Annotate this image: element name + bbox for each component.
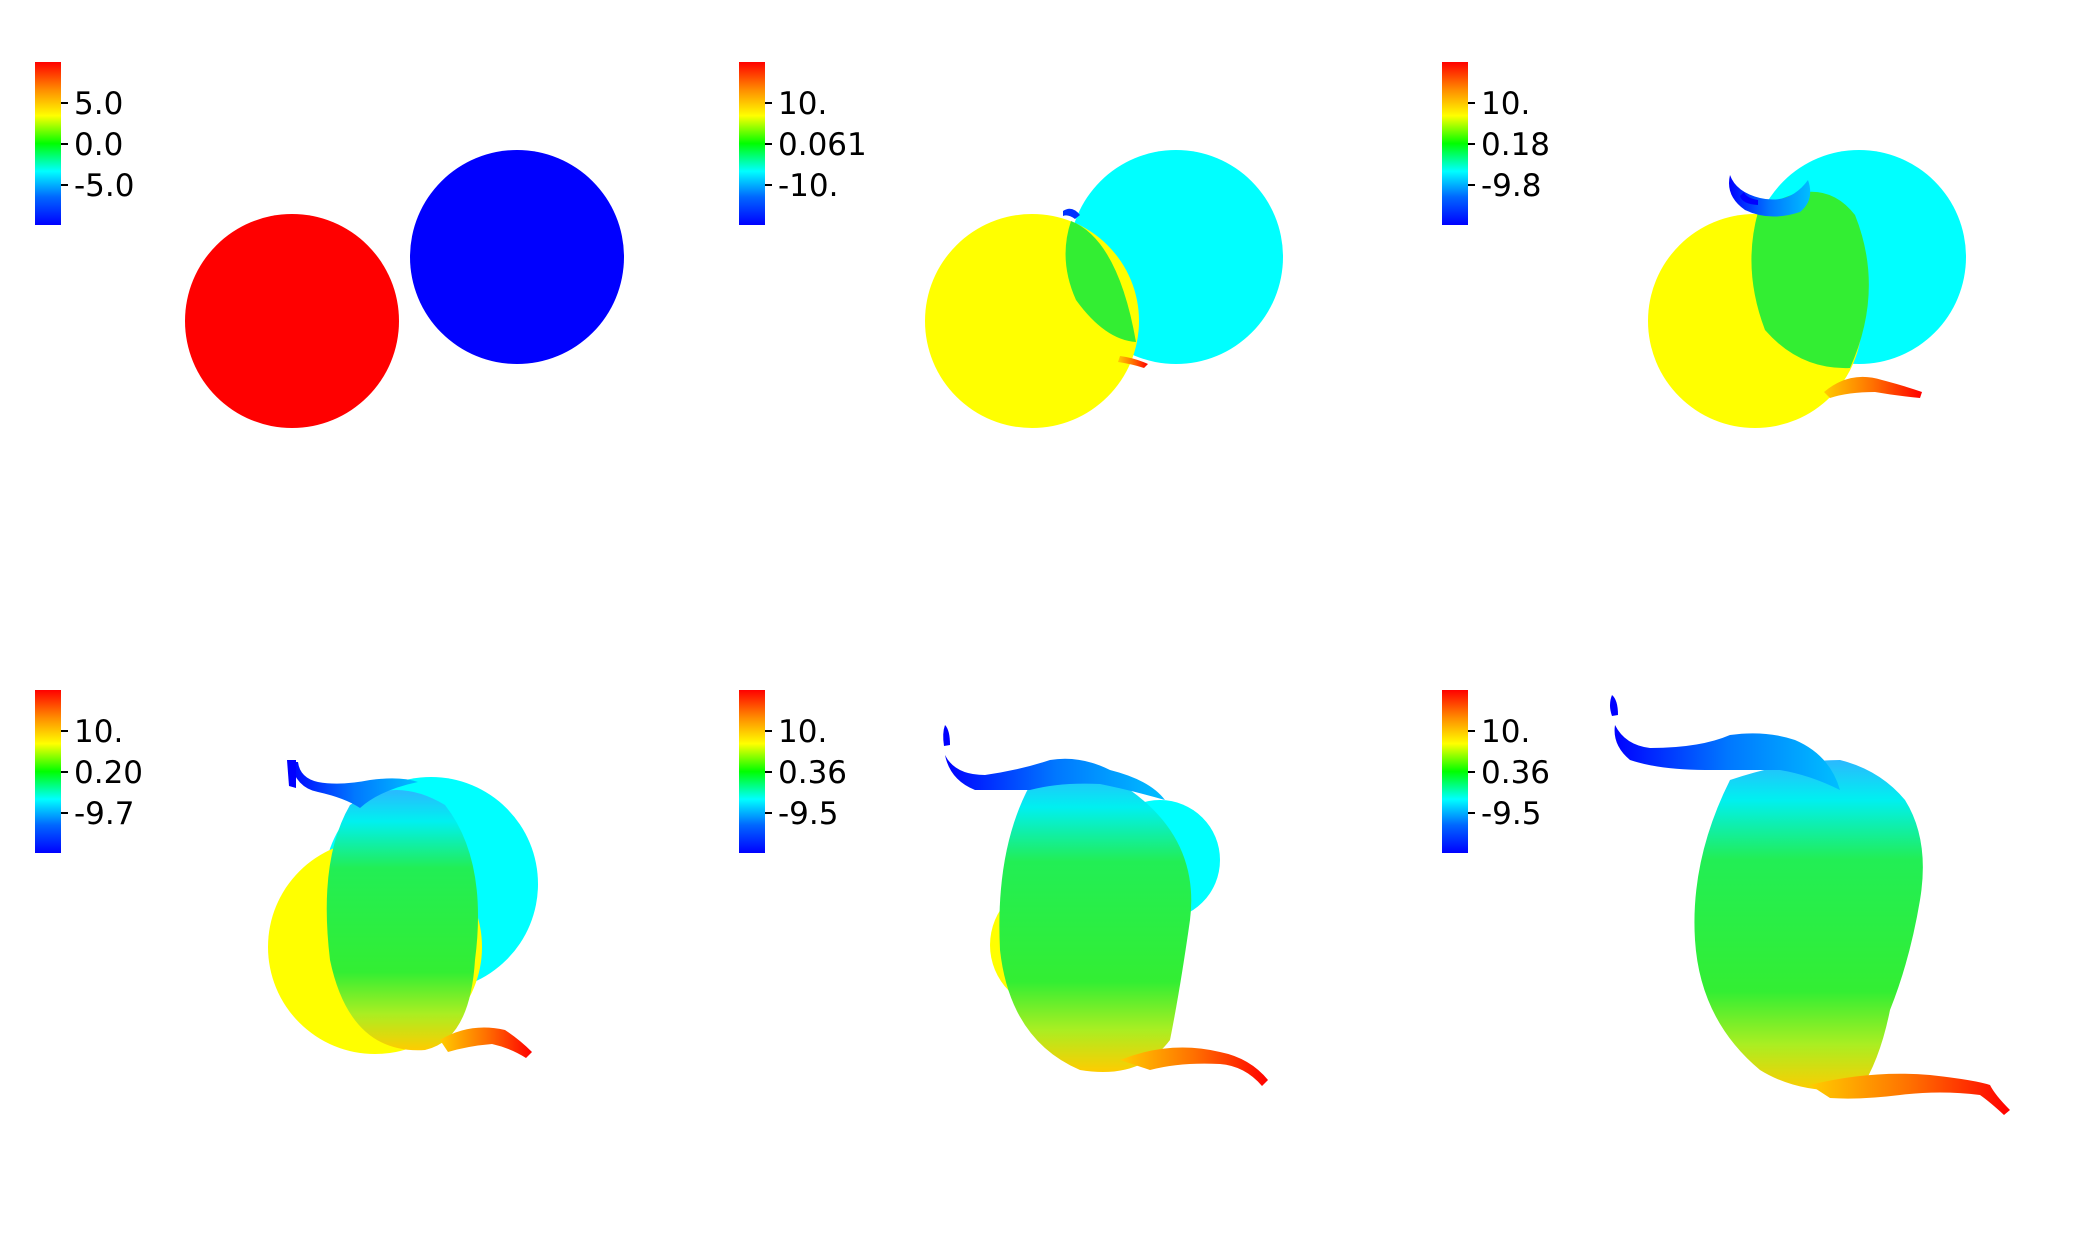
colorbar-label-mid: 0.20 bbox=[74, 755, 143, 791]
mixing-zone bbox=[326, 790, 479, 1051]
colorbar: 10. 0.18 -9.8 bbox=[1442, 62, 1550, 225]
red-tail bbox=[1824, 376, 1922, 398]
blue-tail-tip bbox=[1610, 695, 1618, 716]
colorbar-label-max: 10. bbox=[74, 714, 123, 750]
colorbar-gradient bbox=[35, 62, 61, 225]
blue-tail-tip bbox=[287, 760, 296, 788]
colorbar-label-mid: 0.36 bbox=[1481, 755, 1550, 791]
colorbar-gradient bbox=[1442, 690, 1468, 853]
colorbar-label-mid: 0.36 bbox=[778, 755, 847, 791]
colorbar-label-mid: 0.0 bbox=[74, 127, 123, 163]
colorbar-label-min: -9.5 bbox=[778, 796, 839, 832]
colorbar-gradient bbox=[739, 62, 765, 225]
colorbar-label-min: -9.8 bbox=[1481, 168, 1542, 204]
right-disc bbox=[410, 150, 624, 364]
blue-tail bbox=[1729, 175, 1811, 217]
red-tail bbox=[440, 1027, 532, 1058]
merged-body bbox=[1694, 760, 1923, 1091]
colorbar: 10. 0.061 -10. bbox=[739, 62, 867, 225]
colorbar: 10. 0.36 -9.5 bbox=[739, 690, 847, 853]
left-disc bbox=[185, 214, 399, 428]
panel-6: 10. 0.36 -9.5 bbox=[1442, 690, 2010, 1115]
colorbar: 10. 0.36 -9.5 bbox=[1442, 690, 1550, 853]
red-tail bbox=[1118, 356, 1148, 368]
colorbar-gradient bbox=[35, 690, 61, 853]
colorbar: 5.0 0.0 -5.0 bbox=[35, 62, 135, 225]
colorbar-gradient bbox=[1442, 62, 1468, 225]
colorbar-label-min: -9.7 bbox=[74, 796, 135, 832]
colorbar-label-min: -10. bbox=[778, 168, 839, 204]
panel-3: 10. 0.18 -9.8 bbox=[1442, 62, 1966, 428]
blue-tail bbox=[1614, 725, 1840, 790]
colorbar-label-max: 10. bbox=[778, 86, 827, 122]
colorbar-label-max: 10. bbox=[1481, 86, 1530, 122]
panel-4: 10. 0.20 -9.7 bbox=[35, 690, 538, 1058]
colorbar-gradient bbox=[739, 690, 765, 853]
blue-tail-tip bbox=[1740, 192, 1758, 205]
mixing-zone bbox=[1065, 221, 1136, 342]
blue-tail bbox=[945, 755, 1165, 800]
blue-tail-tip bbox=[943, 725, 950, 746]
colorbar-label-min: -9.5 bbox=[1481, 796, 1542, 832]
blue-tail bbox=[290, 762, 418, 808]
blue-tail bbox=[1063, 208, 1080, 219]
colorbar-label-max: 10. bbox=[778, 714, 827, 750]
colorbar-label-min: -5.0 bbox=[74, 168, 135, 204]
colorbar-label-max: 10. bbox=[1481, 714, 1530, 750]
mixing-zone bbox=[1751, 191, 1869, 369]
colorbar-label-max: 5.0 bbox=[74, 86, 123, 122]
colorbar: 10. 0.20 -9.7 bbox=[35, 690, 143, 853]
red-tail bbox=[1120, 1047, 1268, 1086]
mixing-zone bbox=[999, 771, 1192, 1072]
panel-1: 5.0 0.0 -5.0 bbox=[35, 62, 624, 428]
colorbar-label-mid: 0.18 bbox=[1481, 127, 1550, 163]
red-tail bbox=[1810, 1073, 2010, 1115]
panel-5: 10. 0.36 -9.5 bbox=[739, 690, 1268, 1086]
panel-2: 10. 0.061 -10. bbox=[739, 62, 1283, 428]
colorbar-label-mid: 0.061 bbox=[778, 127, 867, 163]
